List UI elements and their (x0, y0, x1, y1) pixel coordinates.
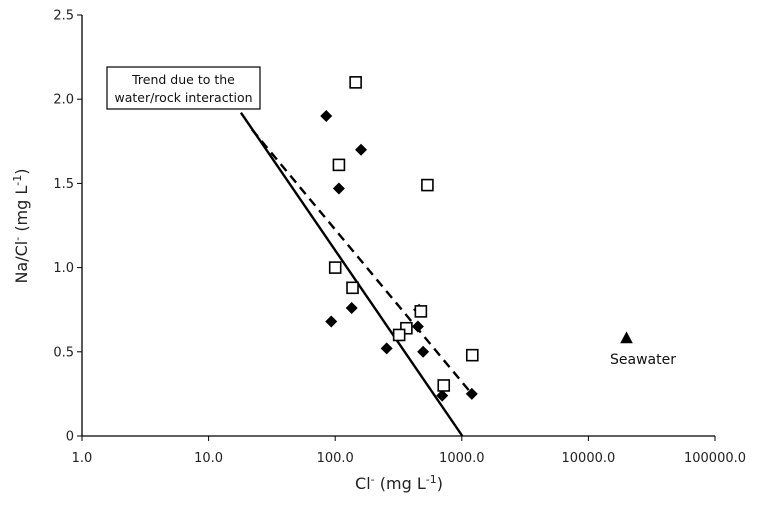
trend-annotation-line2: water/rock interaction (114, 90, 252, 105)
square-point (437, 379, 451, 392)
diamond-point (380, 342, 393, 355)
x-tick-label: 10.0 (194, 451, 223, 466)
y-axis-title: Na/Cl- (mg L-1) (11, 168, 31, 283)
y-axis-title-main: Na/Cl (12, 241, 31, 284)
square-point (414, 305, 428, 318)
y-axis-title-unit-sup: -1 (11, 175, 24, 186)
y-axis-title-sup: - (11, 237, 24, 241)
x-tick-label: 10000.0 (562, 451, 616, 466)
trend-annotation: Trend due to the water/rock interaction (106, 66, 261, 110)
diamond-point (465, 387, 478, 400)
trend-lines (239, 111, 473, 437)
seawater-point (620, 331, 633, 344)
diamond-point (436, 389, 449, 402)
y-axis-title-unit: (mg L (12, 186, 31, 237)
x-tick-label: 100.0 (317, 451, 354, 466)
diamond-point (355, 143, 368, 156)
square-point (332, 158, 346, 172)
square-point (349, 76, 362, 89)
diamond-point (345, 302, 358, 315)
square-point (392, 328, 406, 342)
x-axis-title-close: ) (437, 474, 443, 493)
seawater-label: Seawater (610, 352, 676, 368)
axes: 0 0.5 1.0 1.5 2.0 2.5 1.0 10.0 100.0 1000.0 10000.… (53, 9, 746, 467)
y-tick-label: 0 (66, 430, 74, 445)
trend-line-solid (239, 111, 464, 437)
square-point (346, 281, 359, 295)
diamond-point (320, 110, 333, 123)
x-axis-title-unit-sup: -1 (426, 473, 437, 486)
trend-line-dashed (251, 128, 473, 395)
diamond-point (417, 345, 430, 358)
x-axis-title: Cl- (mg L-1) (355, 473, 443, 493)
y-axis-title-close: ) (12, 168, 31, 174)
x-tick-label: 1000.0 (439, 451, 485, 466)
trend-annotation-line1: Trend due to the (131, 72, 235, 87)
diamond-point (325, 315, 338, 328)
y-tick-label: 1.0 (53, 261, 74, 276)
x-axis-title-sup: - (371, 473, 375, 486)
y-tick-label: 1.5 (53, 177, 74, 192)
square-point (465, 348, 479, 362)
y-tick-label: 2.0 (53, 93, 74, 108)
markers (320, 76, 633, 402)
square-point (421, 178, 434, 192)
square-point (400, 321, 413, 335)
x-axis-title-unit: (mg L (375, 474, 426, 493)
diamond-point (411, 320, 424, 333)
diamond-point (332, 182, 345, 195)
y-tick-label: 0.5 (53, 345, 74, 360)
trend-annotation-box (106, 66, 261, 110)
x-tick-label: 1.0 (72, 451, 93, 466)
square-point (328, 261, 342, 274)
x-tick-label: 100000.0 (684, 451, 746, 466)
y-tick-label: 2.5 (53, 9, 74, 24)
x-axis-title-main: Cl (355, 474, 371, 493)
